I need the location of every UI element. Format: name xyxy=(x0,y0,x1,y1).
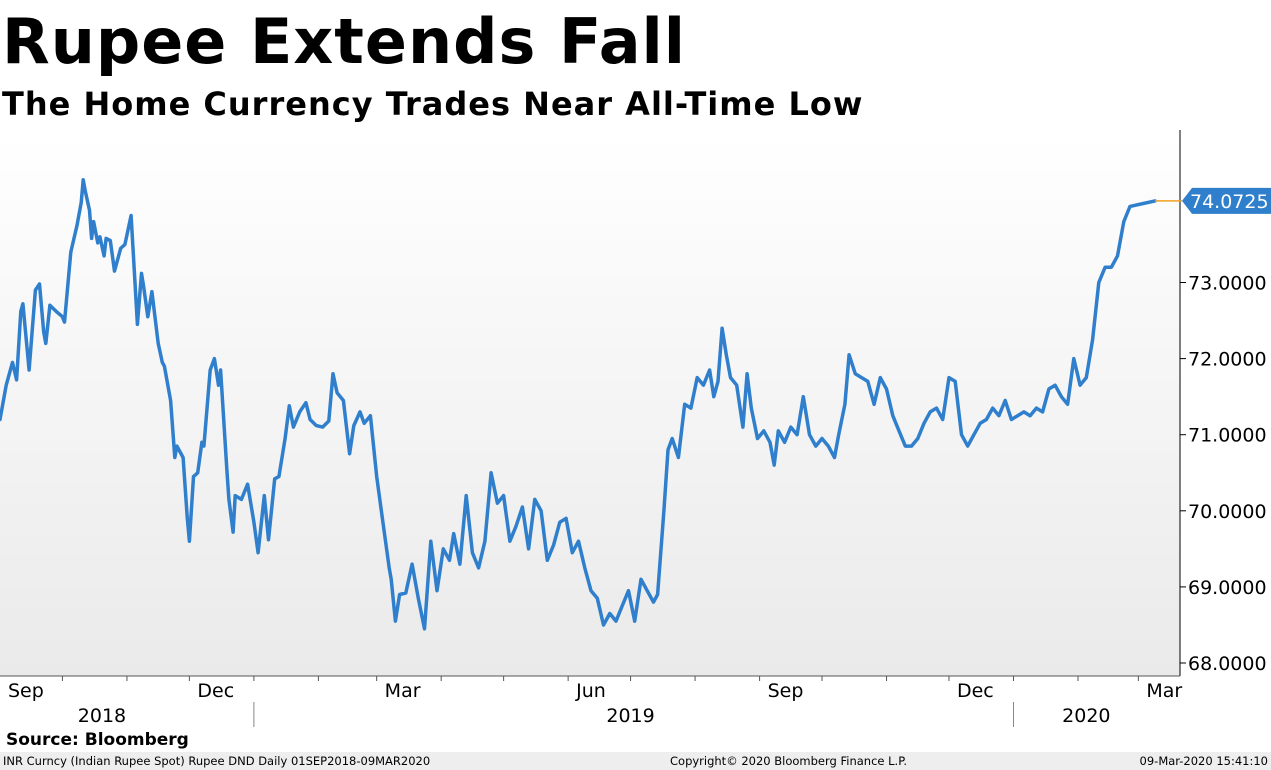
last-value-tag xyxy=(1182,187,1271,214)
x-tick-label: Dec xyxy=(957,680,994,702)
x-year-label: 2019 xyxy=(606,705,654,727)
chart-subtitle: The Home Currency Trades Near All-Time L… xyxy=(2,85,864,123)
y-tick-label: 72.0000 xyxy=(1188,349,1267,371)
footer-copyright: Copyright© 2020 Bloomberg Finance L.P. xyxy=(670,754,907,768)
footer-timestamp: 09-Mar-2020 15:41:10 xyxy=(1139,754,1268,768)
y-tick-label: 69.0000 xyxy=(1188,577,1267,599)
source-note: Source: Bloomberg xyxy=(6,730,189,750)
y-tick-label: 68.0000 xyxy=(1188,653,1267,675)
last-value-label: 74.0725 xyxy=(1190,191,1269,213)
footer-bar: INR Curncy (Indian Rupee Spot) Rupee DND… xyxy=(0,752,1271,770)
x-tick-label: Mar xyxy=(1146,680,1182,702)
x-tick-label: Mar xyxy=(385,680,421,702)
x-tick-label: Sep xyxy=(768,680,804,702)
x-tick-label: Jun xyxy=(575,680,606,702)
x-tick-label: Sep xyxy=(8,680,44,702)
x-year-label: 2020 xyxy=(1062,705,1110,727)
inr-spot-line xyxy=(0,178,1157,631)
x-tick-label: Dec xyxy=(197,680,234,702)
footer-ticker: INR Curncy (Indian Rupee Spot) Rupee DND… xyxy=(3,754,431,768)
y-tick-label: 70.0000 xyxy=(1188,501,1267,523)
y-tick-label: 73.0000 xyxy=(1188,273,1267,295)
y-tick-label: 71.0000 xyxy=(1188,425,1267,447)
chart-title: Rupee Extends Fall xyxy=(2,5,687,78)
x-year-label: 2018 xyxy=(78,705,126,727)
